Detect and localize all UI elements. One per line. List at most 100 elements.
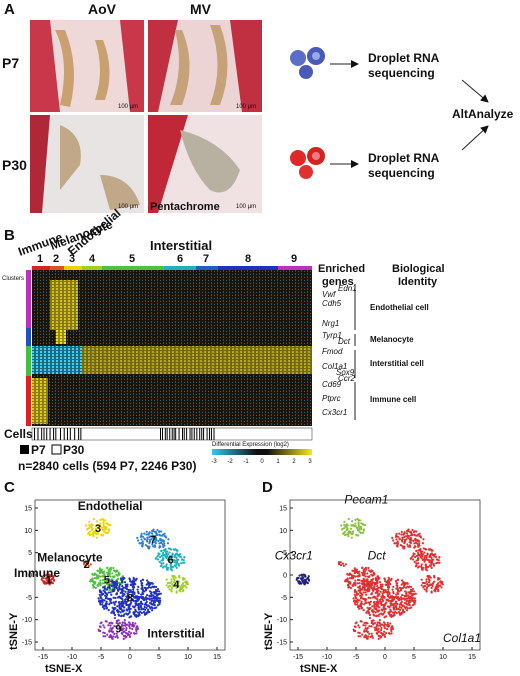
cell-dot [428,584,431,587]
cell-dot [358,631,361,635]
cell-dot [353,582,356,585]
cell-dot [98,625,101,628]
cell-dot [122,637,125,640]
cell-dot [145,583,148,586]
cell-dot [105,600,108,603]
group-annotation: Interstitial [147,627,204,641]
cell-dot [168,560,171,563]
cell-dot [88,523,91,526]
cell-stripe [173,428,175,440]
cell-dot [140,532,143,535]
cell-dot [378,630,381,633]
cell-dot [389,582,392,586]
cell-dot [132,580,136,583]
cell-dot [431,584,434,588]
cell-dot [385,615,388,618]
cell-stripe [160,428,161,440]
cell-dot [381,585,384,588]
cell-dot [383,616,386,619]
cell-dot [141,597,145,600]
cell-dot [131,583,134,586]
cell-dot [142,610,146,614]
cell-dot [124,590,127,593]
cell-stripe [43,428,45,440]
cell-dot [118,606,121,609]
cluster-label: 1 [46,574,52,586]
cell-dot [360,595,363,598]
cell-dot [101,517,104,521]
cell-dot [185,586,188,589]
cell-dot [157,552,160,555]
cell-dot [118,604,121,607]
cell-dot [100,597,103,600]
cell-dot [418,553,421,556]
cell-dot [407,545,410,548]
gene-label: Ptprc [322,394,341,403]
cell-dot [366,637,369,640]
cell-dot [362,591,365,594]
cell-dot [389,610,393,613]
cell-dot [412,554,415,557]
cell-dot [176,553,179,557]
arrow [461,79,489,103]
cell-dot [381,592,384,595]
colorbar-tick: 1 [276,459,280,465]
cell-dot [111,637,114,640]
x-tick-label: 0 [383,654,387,661]
cell-dot [96,530,100,533]
cell-dot [105,588,108,591]
cell-dot [427,581,431,584]
cell-dot [356,603,359,606]
cell-dot [431,582,434,585]
cell-dot [89,563,92,566]
cell-dot [368,588,371,591]
cell-dot [154,534,158,537]
cell-stripe [166,428,168,440]
cell-dot [128,578,131,581]
cell-dot [361,593,364,596]
cell-dot [125,631,128,635]
cell-dot [367,635,370,638]
cell-dot [165,557,168,560]
cell-dot [136,625,139,628]
cell-dot [123,630,126,633]
cell-dot [85,524,88,527]
cluster-number: 7 [203,253,209,265]
cell-dot [146,593,149,597]
cell-dot [409,531,412,534]
cluster-number: 6 [177,253,183,265]
cell-stripe [208,428,210,440]
cell-dot [354,518,357,521]
cell-dot [408,591,411,594]
cell-dot [359,635,362,638]
cell-dot [405,532,409,535]
cell-dot [146,536,149,539]
cell-dot [413,601,416,604]
cell-dot [341,562,345,565]
cell-dot [179,555,183,558]
cell-dot [433,555,436,558]
cell-stripe [175,428,177,440]
cell-dot [173,555,176,559]
cell-dot [154,531,157,534]
cell-dot [303,583,306,586]
cell-dot [424,548,428,551]
gene-annotation: Col1a1 [443,631,481,645]
cell-dot [422,538,425,541]
cell-dot [343,520,346,523]
cell-summary: n=2840 cells (594 P7, 2246 P30) [18,459,196,473]
cell-dot [357,525,360,529]
cell-dot [115,592,119,595]
cell-dot [427,548,430,551]
cell-dot [90,580,94,583]
cell-dot [412,552,415,555]
cell-stripe [203,428,205,440]
cell-dot [140,535,143,538]
cell-dot [414,592,417,595]
cell-dot [352,600,356,603]
cluster-label: 9 [115,624,121,636]
cell-dot [355,597,358,600]
cell-dot [437,578,440,581]
gene-label: Fmod [322,347,343,356]
cell-dot [101,601,104,604]
